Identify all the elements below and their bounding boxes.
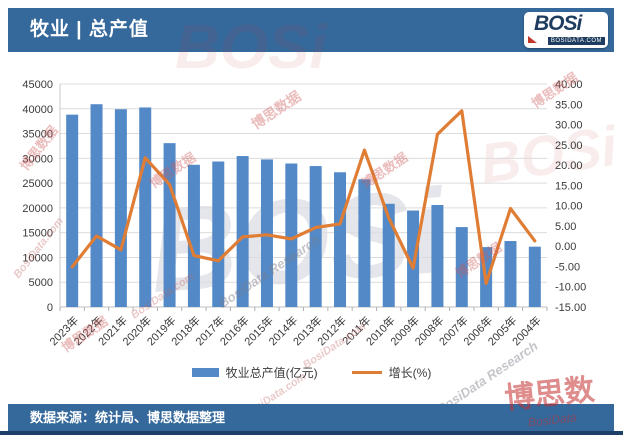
right-axis-tick: 40.00 xyxy=(555,79,583,91)
footer-bar: 数据来源：统计局、博思数据整理 xyxy=(8,404,614,431)
growth-line xyxy=(70,109,537,286)
bottom-edge-strip xyxy=(0,431,623,435)
legend-bar-swatch xyxy=(191,368,219,377)
bar-2019年 xyxy=(163,143,176,307)
right-axis-tick: 35.00 xyxy=(555,99,583,111)
right-axis-tick: -15.00 xyxy=(555,302,586,314)
left-axis-tick: 45000 xyxy=(22,79,53,91)
combo-chart: 0 5000 10000 15000 20000 25000 30000 35000 40000… xyxy=(22,79,586,348)
right-axis-tick: 15.00 xyxy=(555,180,583,192)
right-axis-tick: 10.00 xyxy=(555,201,583,213)
header-bar: 牧业 | 总产值 BOSi BOSIDATA.COM xyxy=(8,8,614,52)
bar-2023年 xyxy=(66,114,79,307)
legend-line-swatch xyxy=(351,371,382,374)
bar-2011年 xyxy=(358,179,371,307)
bar-2005年 xyxy=(504,241,517,307)
bar-2017年 xyxy=(212,161,225,307)
left-axis-tick: 40000 xyxy=(22,104,53,116)
bar-2008年 xyxy=(431,204,444,307)
left-axis-tick: 10000 xyxy=(22,252,53,264)
legend-line-label: 增长(%) xyxy=(388,366,432,380)
right-axis-tick: 5.00 xyxy=(555,221,576,233)
bar-2022年 xyxy=(90,104,103,307)
right-axis-tick: 0.00 xyxy=(555,241,576,253)
bar-2012年 xyxy=(334,172,347,307)
bar-2020年 xyxy=(139,107,152,307)
logo-flag-icon xyxy=(528,36,537,43)
legend-bar-label: 牧业总产值(亿元) xyxy=(225,366,318,380)
bar-2009年 xyxy=(407,210,420,307)
left-axis-tick: 25000 xyxy=(22,178,53,190)
bar-2021年 xyxy=(114,109,127,307)
bosi-logo: BOSi BOSIDATA.COM xyxy=(524,12,608,48)
chart-legend: 牧业总产值(亿元) 增长(%) xyxy=(0,364,623,381)
right-axis-tick: -10.00 xyxy=(555,282,586,294)
bar-2014年 xyxy=(285,163,298,307)
page-title: 牧业 | 总产值 xyxy=(30,19,149,40)
left-axis-tick: 35000 xyxy=(22,129,53,141)
left-axis-tick: 0 xyxy=(47,302,53,314)
left-axis-tick: 15000 xyxy=(22,228,53,240)
logo-text: BOSi xyxy=(534,12,582,35)
bar-2018年 xyxy=(187,164,200,307)
bar-2004年 xyxy=(528,246,541,307)
chart-area: BOSiBOSiBOSi 050001000015000200002500030… xyxy=(0,13,623,421)
logo-subtext: BOSIDATA.COM xyxy=(547,37,605,45)
bar-2007年 xyxy=(455,227,468,307)
right-axis-tick: 20.00 xyxy=(555,160,583,172)
bar-2010年 xyxy=(382,203,395,307)
right-axis-tick: -5.00 xyxy=(555,261,580,273)
data-source-text: 数据来源：统计局、博思数据整理 xyxy=(30,410,226,425)
left-axis-tick: 5000 xyxy=(29,277,53,289)
bar-2013年 xyxy=(309,166,322,307)
legend-item-line: 增长(%) xyxy=(351,364,432,381)
right-axis-tick: 25.00 xyxy=(555,140,583,152)
left-axis-tick: 30000 xyxy=(22,153,53,165)
left-axis-tick: 20000 xyxy=(22,203,53,215)
right-axis-tick: 30.00 xyxy=(555,120,583,132)
legend-item-bars: 牧业总产值(亿元) xyxy=(191,364,318,381)
bar-2016年 xyxy=(236,156,249,307)
